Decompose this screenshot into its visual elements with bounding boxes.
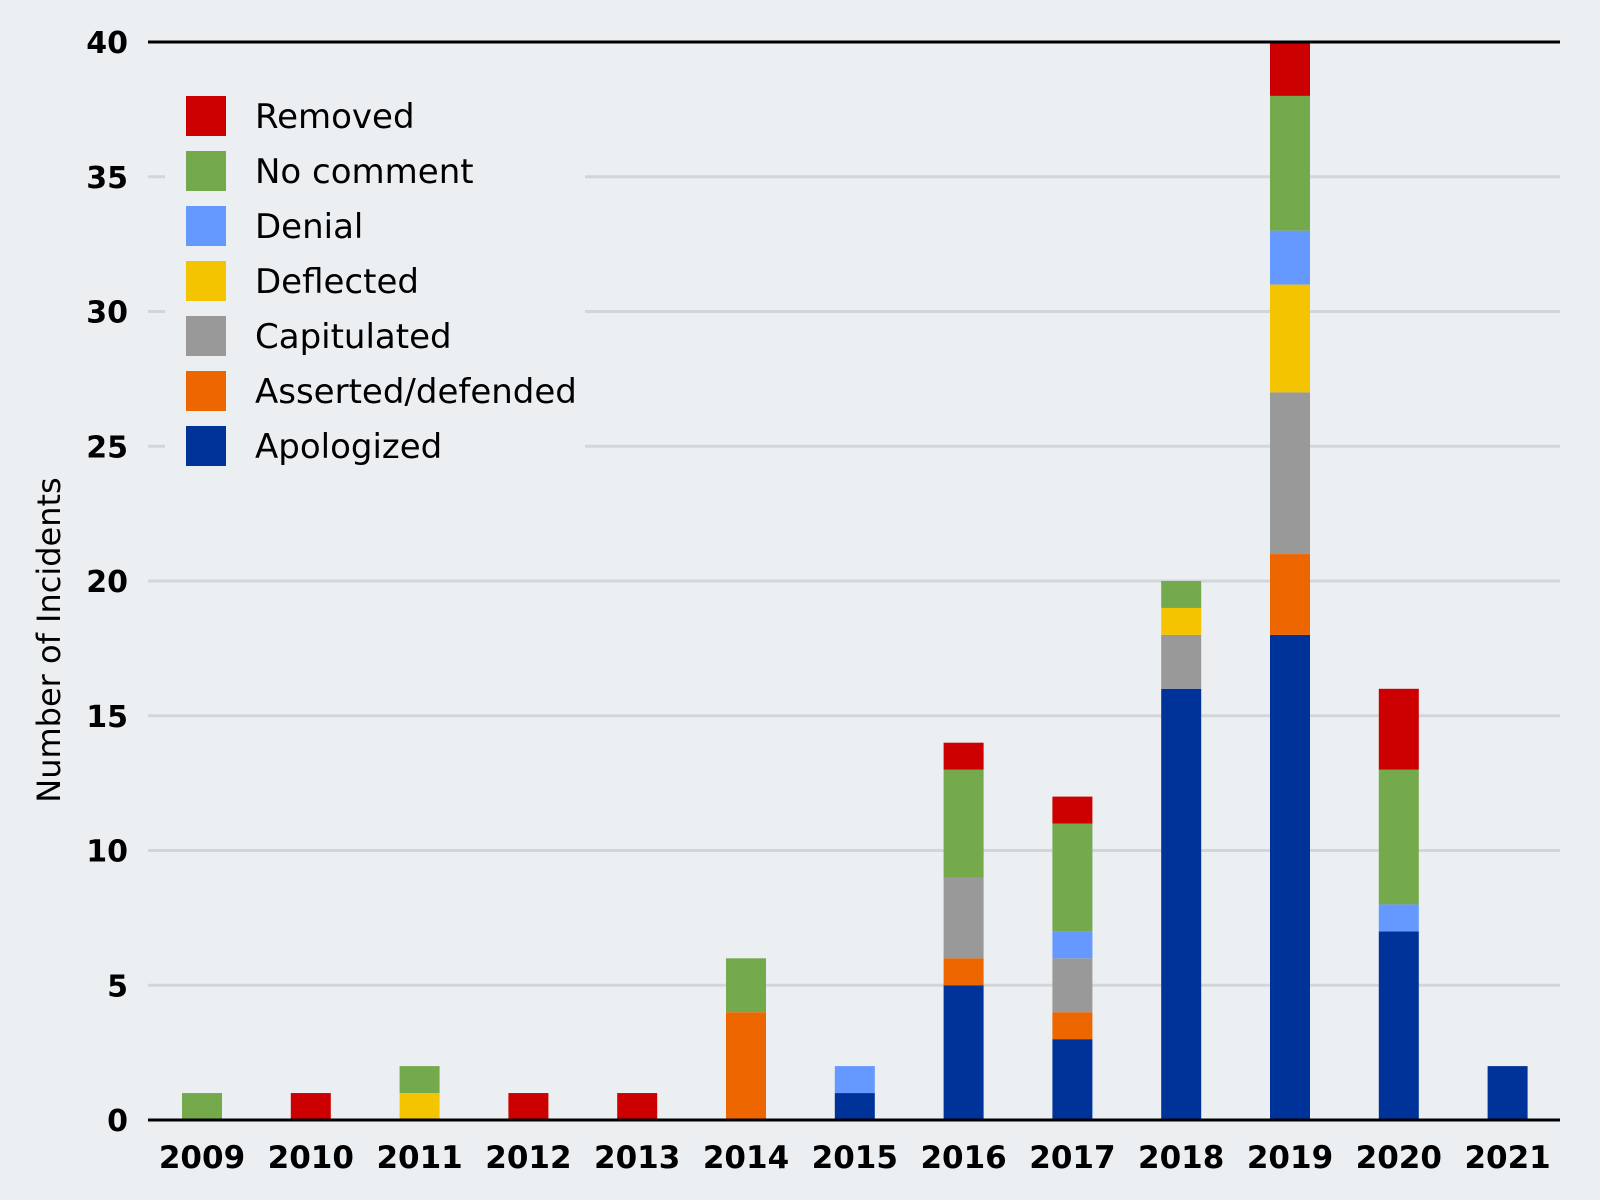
axes: 0 5 10 15 20 25 30 35 40 2009 2010 2011 2012 2013 2014… <box>86 26 1560 1176</box>
bar-2018-no-comment <box>1161 581 1202 608</box>
legend-label: Apologized <box>255 427 442 467</box>
bar-2014-no-comment <box>726 958 766 1013</box>
y-tick-label: 35 <box>86 161 128 196</box>
bar-2018-apologized <box>1161 688 1202 1120</box>
y-tick-label: 40 <box>86 26 128 61</box>
legend: Removed No comment Denial Deflected Capitula… <box>165 80 585 480</box>
bar-2018-deflected <box>1161 607 1202 635</box>
bar-2013-removed <box>617 1093 658 1120</box>
bar-2019-apologized <box>1270 634 1310 1120</box>
bar-2011-no-comment <box>399 1066 440 1094</box>
y-tick-label: 5 <box>107 969 128 1004</box>
bar-2011-deflected <box>399 1093 440 1120</box>
x-tick-label: 2014 <box>703 1140 789 1176</box>
x-tick-label: 2016 <box>920 1140 1006 1176</box>
legend-label: No comment <box>255 152 474 192</box>
bar-2020-no-comment <box>1378 769 1419 905</box>
y-tick-label: 0 <box>107 1104 128 1139</box>
x-tick-label: 2013 <box>594 1140 680 1176</box>
bar-2017-removed <box>1052 796 1093 824</box>
y-tick-label: 25 <box>86 430 128 465</box>
bar-2019-denial <box>1270 230 1310 285</box>
x-tick-label: 2017 <box>1029 1140 1115 1176</box>
y-tick-label: 30 <box>86 296 128 331</box>
legend-label: Capitulated <box>255 317 452 357</box>
bar-2018-capitulated <box>1161 634 1202 689</box>
bar-2020-denial <box>1378 904 1419 932</box>
bar-2015-apologized <box>834 1093 875 1120</box>
x-tick-label: 2010 <box>268 1140 354 1176</box>
x-tick-label: 2009 <box>159 1140 245 1176</box>
bar-2014-asserted-defended <box>726 1012 766 1120</box>
bar-2019-removed <box>1270 42 1310 96</box>
x-tick-label: 2021 <box>1464 1140 1550 1176</box>
legend-label: Removed <box>255 97 415 137</box>
bar-2016-no-comment <box>943 769 984 878</box>
legend-label: Denial <box>255 207 363 247</box>
bar-2019-no-comment <box>1270 95 1310 231</box>
y-tick-label: 10 <box>86 835 128 870</box>
x-tick-label: 2018 <box>1138 1140 1224 1176</box>
legend-label: Asserted/defended <box>255 372 577 412</box>
bar-2017-apologized <box>1052 1039 1093 1120</box>
bar-2010-removed <box>290 1093 331 1120</box>
bar-2019-deflected <box>1270 284 1310 393</box>
legend-label: Deflected <box>255 262 419 302</box>
legend-background <box>165 80 585 480</box>
bar-2016-capitulated <box>943 877 984 959</box>
legend-swatch-asserted-defended <box>186 371 226 411</box>
bar-2009-no-comment <box>182 1093 222 1120</box>
legend-swatch-removed <box>186 96 226 136</box>
bar-2016-apologized <box>943 985 984 1120</box>
bar-2016-asserted-defended <box>943 958 984 986</box>
legend-swatch-denial <box>186 206 226 246</box>
bar-2016-removed <box>943 742 984 770</box>
bar-2017-no-comment <box>1052 823 1093 932</box>
x-tick-label: 2011 <box>376 1140 462 1176</box>
x-tick-label: 2012 <box>485 1140 571 1176</box>
legend-swatch-no-comment <box>186 151 226 191</box>
bar-2012-removed <box>508 1093 549 1120</box>
bar-2019-capitulated <box>1270 392 1310 555</box>
legend-swatch-capitulated <box>186 316 226 356</box>
bars <box>182 42 1528 1120</box>
x-tick-label: 2019 <box>1247 1140 1333 1176</box>
y-axis-label: Number of Incidents <box>30 477 68 802</box>
bar-2019-asserted-defended <box>1270 554 1310 635</box>
y-tick-label: 15 <box>86 700 128 735</box>
bar-2020-apologized <box>1378 931 1419 1120</box>
bar-2021-apologized <box>1487 1066 1528 1120</box>
legend-swatch-apologized <box>186 426 226 466</box>
x-tick-label: 2015 <box>812 1140 898 1176</box>
legend-swatch-deflected <box>186 261 226 301</box>
y-tick-label: 20 <box>86 565 128 600</box>
bar-2020-removed <box>1378 688 1419 770</box>
bar-2017-denial <box>1052 931 1093 959</box>
x-tick-label: 2020 <box>1356 1140 1442 1176</box>
bar-2015-denial <box>834 1066 875 1094</box>
bar-2017-asserted-defended <box>1052 1012 1093 1040</box>
bar-2017-capitulated <box>1052 958 1093 1013</box>
